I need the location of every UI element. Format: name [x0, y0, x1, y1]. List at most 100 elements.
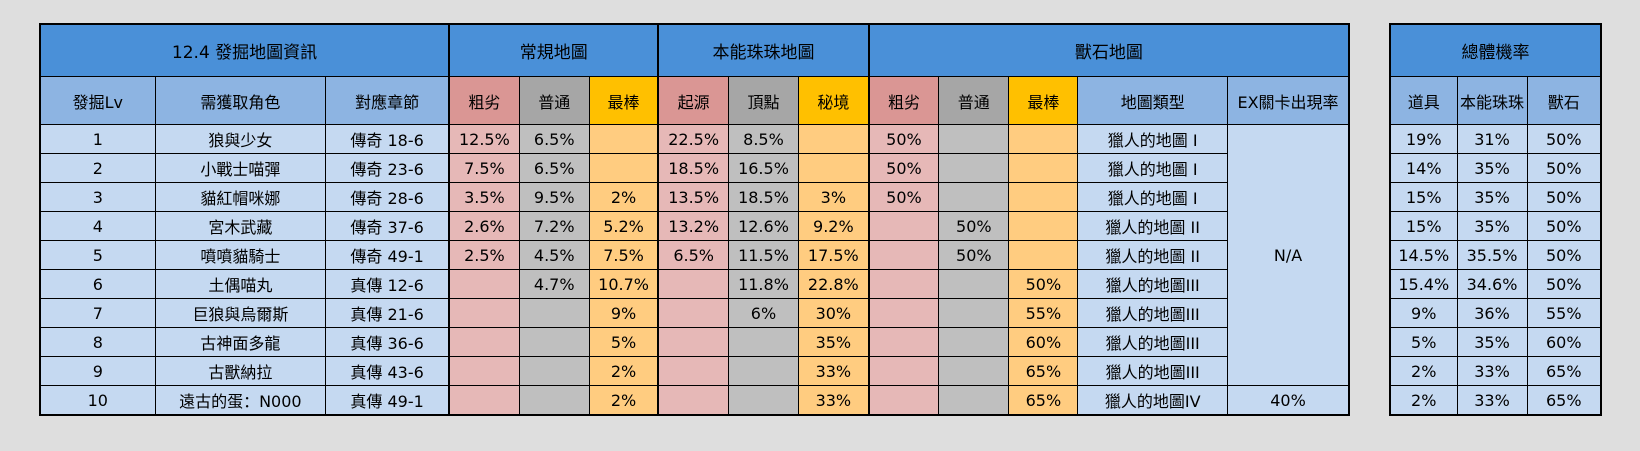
col-header-ex-rate: EX關卡出現率 [1227, 76, 1350, 125]
chapter-cell: 傳奇 49-1 [325, 240, 450, 270]
instinct-peak-cell: 6% [727, 298, 800, 328]
table-row: 2 小戰士喵彈 傳奇 23-6 7.5% 6.5% 18.5% 16.5% 50% 獵人的地圖 … [39, 153, 1349, 183]
prob-item-cell: 2% [1389, 385, 1458, 416]
table-row: 2% 33% 65% [1389, 385, 1602, 416]
beast-poor-cell [867, 327, 940, 357]
regular-normal-cell [518, 385, 590, 416]
chapter-cell: 真傳 12-6 [325, 269, 450, 299]
role-cell: 噴噴貓騎士 [154, 240, 327, 270]
regular-poor-cell [448, 298, 520, 328]
col-header-beast-best: 最棒 [1008, 76, 1079, 125]
beast-best-cell [1008, 153, 1079, 183]
regular-normal-cell: 4.5% [518, 240, 590, 270]
beast-best-cell [1008, 124, 1079, 154]
group-regular-map: 常規地圖 [448, 23, 659, 77]
instinct-origin-cell: 13.2% [657, 211, 729, 241]
table-row: 19% 31% 50% [1389, 124, 1602, 154]
beast-normal-cell [938, 124, 1010, 154]
beast-normal-cell [938, 298, 1010, 328]
table-row: 10 遠古的蛋：N000 真傳 49-1 2% 33% 65% 獵人的地圖IV 40% [39, 385, 1350, 416]
prob-col-header-item: 道具 [1389, 76, 1458, 125]
regular-best-cell: 2% [588, 182, 659, 212]
instinct-origin-cell: 6.5% [657, 240, 729, 270]
regular-poor-cell: 12.5% [448, 124, 520, 154]
table-title: 12.4 發掘地圖資訊 [39, 23, 450, 77]
lv-cell: 6 [39, 269, 156, 299]
prob-beast-cell: 50% [1526, 211, 1602, 241]
col-header-ins-peak: 頂點 [727, 76, 800, 125]
role-cell: 小戰士喵彈 [154, 153, 327, 183]
regular-normal-cell [518, 298, 590, 328]
instinct-secret-cell: 33% [798, 385, 870, 416]
beast-best-cell [1008, 182, 1079, 212]
instinct-origin-cell: 22.5% [657, 124, 729, 154]
dig-map-info-table: 12.4 發掘地圖資訊 常規地圖 本能珠珠地圖 獸石地圖 發掘Lv 需獲取角色 … [39, 23, 1350, 416]
prob-item-cell: 14% [1389, 153, 1458, 183]
beast-normal-cell [938, 182, 1010, 212]
prob-title-row: 總體機率 [1389, 23, 1602, 77]
instinct-secret-cell: 33% [798, 356, 870, 386]
lv-cell: 1 [39, 124, 156, 154]
instinct-peak-cell: 12.6% [727, 211, 800, 241]
table-row: 8 古神面多龍 真傳 36-6 5% 35% 60% 獵人的地圖III [39, 327, 1349, 357]
beast-normal-cell: 50% [938, 240, 1010, 270]
prob-item-cell: 15% [1389, 182, 1458, 212]
beast-poor-cell: 50% [867, 124, 940, 154]
instinct-peak-cell [727, 327, 800, 357]
prob-instinct-cell: 35% [1456, 182, 1528, 212]
col-header-role: 需獲取角色 [154, 76, 327, 125]
col-header-chapter: 對應章節 [325, 76, 450, 125]
prob-beast-cell: 60% [1526, 327, 1602, 357]
prob-col-header-beast: 獸石 [1526, 76, 1602, 125]
beast-best-cell: 65% [1008, 356, 1079, 386]
prob-header-row: 道具 本能珠珠 獸石 [1389, 76, 1602, 125]
role-cell: 土偶喵丸 [154, 269, 327, 299]
prob-beast-cell: 50% [1526, 153, 1602, 183]
beast-poor-cell [867, 211, 940, 241]
regular-normal-cell [518, 356, 590, 386]
instinct-peak-cell: 18.5% [727, 182, 800, 212]
regular-best-cell [588, 124, 659, 154]
chapter-cell: 傳奇 28-6 [325, 182, 450, 212]
lv-cell: 2 [39, 153, 156, 183]
prob-item-cell: 15% [1389, 211, 1458, 241]
prob-instinct-cell: 35.5% [1456, 240, 1528, 270]
regular-poor-cell: 2.6% [448, 211, 520, 241]
table-row: 14% 35% 50% [1389, 153, 1602, 183]
chapter-cell: 傳奇 18-6 [325, 124, 450, 154]
table-row: 9% 36% 55% [1389, 298, 1602, 328]
instinct-peak-cell: 11.5% [727, 240, 800, 270]
instinct-origin-cell [657, 269, 729, 299]
col-header-beast-poor: 粗劣 [867, 76, 940, 125]
beast-normal-cell [938, 269, 1010, 299]
instinct-peak-cell [727, 356, 800, 386]
prob-beast-cell: 50% [1526, 124, 1602, 154]
instinct-peak-cell [727, 385, 800, 416]
chapter-cell: 傳奇 37-6 [325, 211, 450, 241]
regular-poor-cell [448, 269, 520, 299]
instinct-secret-cell [798, 124, 870, 154]
map-type-cell: 獵人的地圖 II [1077, 240, 1228, 270]
regular-normal-cell: 6.5% [518, 153, 590, 183]
regular-best-cell: 9% [588, 298, 659, 328]
prob-beast-cell: 65% [1526, 356, 1602, 386]
prob-instinct-cell: 35% [1456, 153, 1528, 183]
regular-poor-cell [448, 385, 520, 416]
regular-best-cell: 2% [588, 356, 659, 386]
chapter-cell: 傳奇 23-6 [325, 153, 450, 183]
map-type-cell: 獵人的地圖 I [1077, 153, 1228, 183]
regular-best-cell: 2% [588, 385, 659, 416]
prob-beast-cell: 50% [1526, 269, 1602, 299]
prob-item-cell: 5% [1389, 327, 1458, 357]
beast-poor-cell [867, 298, 940, 328]
lv-cell: 9 [39, 356, 156, 386]
prob-beast-cell: 50% [1526, 182, 1602, 212]
prob-item-cell: 19% [1389, 124, 1458, 154]
beast-best-cell: 65% [1008, 385, 1079, 416]
table-row: 15% 35% 50% [1389, 211, 1602, 241]
lv-cell: 4 [39, 211, 156, 241]
chapter-cell: 真傳 21-6 [325, 298, 450, 328]
prob-instinct-cell: 35% [1456, 211, 1528, 241]
regular-best-cell [588, 153, 659, 183]
table-row: 15.4% 34.6% 50% [1389, 269, 1602, 299]
